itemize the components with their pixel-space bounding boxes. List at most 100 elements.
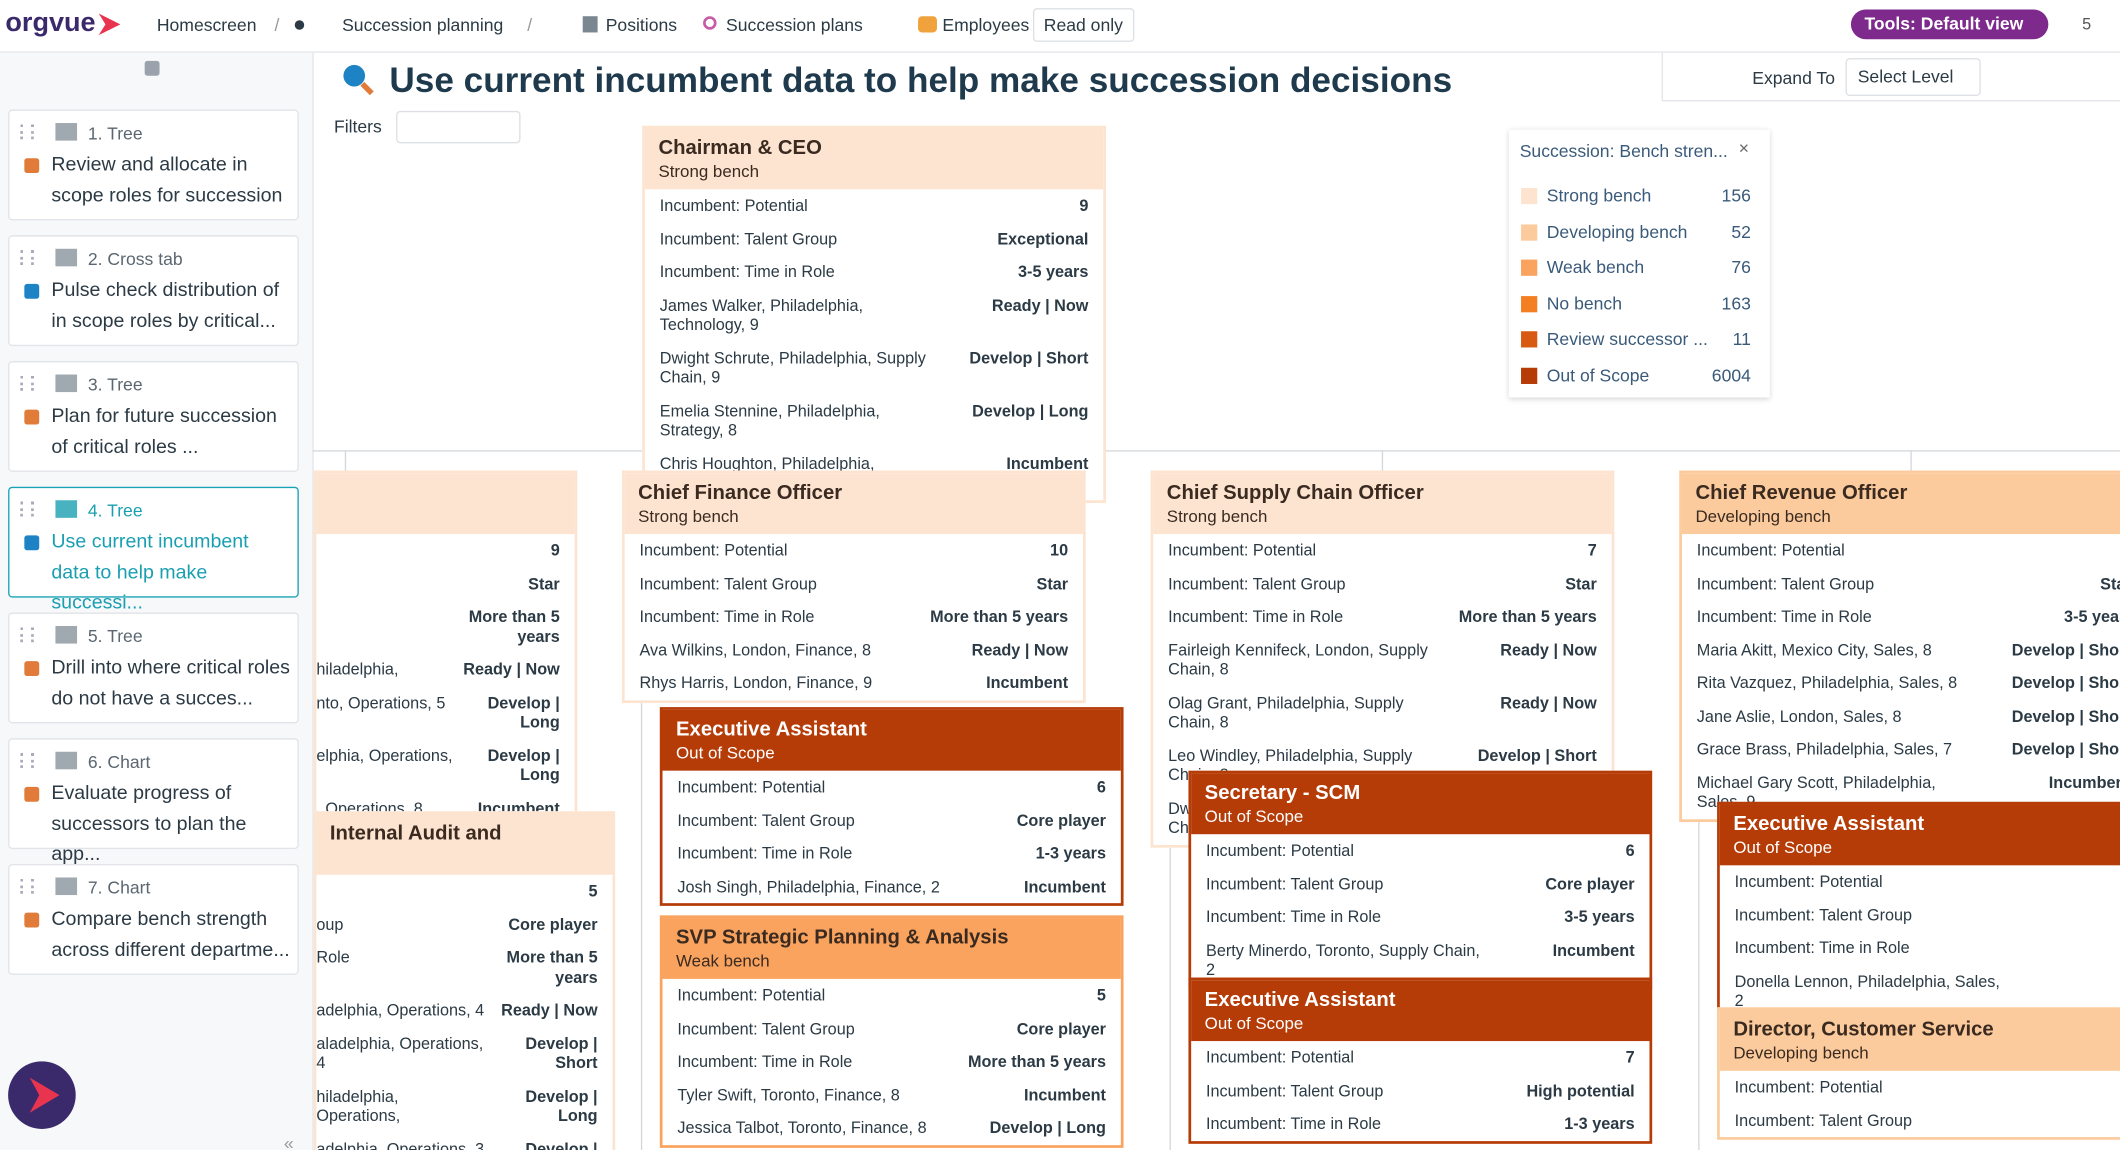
row-label: Incumbent: Potential bbox=[1206, 840, 1354, 860]
row-value: Ready | Now bbox=[1500, 640, 1597, 660]
position-card[interactable]: Executive Assistant Out of Scope Incumbent… bbox=[1188, 977, 1653, 1144]
card-header: Chief Finance Officer Strong bench bbox=[624, 473, 1083, 535]
connector bbox=[1169, 755, 1171, 1150]
position-card[interactable]: Chairman & CEO Strong bench Incumbent: Pot… bbox=[642, 125, 1106, 503]
legend-item[interactable]: Review successor ... 11 bbox=[1521, 329, 1751, 353]
legend-item[interactable]: No bench 163 bbox=[1521, 293, 1751, 317]
position-card[interactable]: Secretary - SCM Out of Scope Incumbent: Po… bbox=[1188, 770, 1653, 990]
row-label: Dwight Schrute, Philadelphia, Supply Cha… bbox=[659, 348, 926, 387]
separator: / bbox=[527, 14, 533, 36]
item-text: Pulse check distribution of in scope rol… bbox=[51, 279, 280, 332]
row-label: Berty Minerdo, Toronto, Supply Chain, 2 bbox=[1206, 940, 1480, 979]
drag-handle bbox=[20, 878, 34, 894]
item-label: 7. Chart bbox=[87, 877, 151, 898]
row-value: Star bbox=[1565, 573, 1597, 593]
logo-mark bbox=[98, 13, 121, 36]
card-row: Incumbent: Potential bbox=[1682, 534, 2120, 567]
legend-count: 163 bbox=[1721, 292, 1751, 313]
legend-swatch bbox=[1521, 367, 1538, 384]
crumb[interactable]: Positions bbox=[605, 14, 678, 36]
logo[interactable]: orgvue bbox=[5, 8, 96, 38]
sidebar-item[interactable]: 6. Chart Evaluate progress of successors … bbox=[8, 738, 299, 865]
row-label: Olag Grant, Philadelphia, Supply Chain, … bbox=[1168, 692, 1404, 732]
position-card[interactable]: Chief Revenue Officer Developing bench Inc… bbox=[1679, 470, 2120, 822]
page-title: Use current incumbent data to help make … bbox=[389, 59, 1453, 101]
item-text: Plan for future succession of critical r… bbox=[51, 405, 277, 458]
crumb[interactable]: Succession planning bbox=[342, 14, 504, 36]
row-value: 5 bbox=[1096, 985, 1106, 1005]
row-label: Incumbent: Talent Group bbox=[677, 1018, 855, 1038]
card-row: Incumbent: Talent Group High potential bbox=[1191, 1074, 1649, 1107]
row-label: Emelia Stennine, Philadelphia, Strategy,… bbox=[659, 400, 880, 440]
row-label: Incumbent: Talent Group bbox=[1206, 1080, 1384, 1100]
legend-count: 156 bbox=[1721, 185, 1751, 206]
card-row: adelphia, Operations, 3 Develop | Long bbox=[316, 1132, 612, 1150]
card-row: Ava Wilkins, London, Finance, 8 Ready | N… bbox=[625, 633, 1083, 666]
row-value: 3-5 years bbox=[1018, 262, 1089, 282]
row-label: Incumbent: Time in Role bbox=[639, 607, 815, 626]
crumb[interactable]: Homescreen bbox=[156, 14, 257, 36]
row-value: Ready | Now bbox=[1500, 692, 1597, 712]
close-button[interactable]: × bbox=[1738, 137, 1749, 159]
card-row: elphia, Operations, Develop | Long bbox=[316, 739, 574, 792]
dot bbox=[294, 20, 305, 30]
user-count[interactable]: 5 bbox=[2082, 14, 2092, 34]
legend-item[interactable]: Strong bench 156 bbox=[1521, 185, 1751, 209]
row-value: Ready | Now bbox=[463, 659, 560, 679]
card-subtitle: Weak bench bbox=[676, 951, 770, 971]
level-select[interactable]: Select Level bbox=[1845, 58, 1981, 96]
view-icon bbox=[55, 248, 78, 267]
row-value: Ready | Now bbox=[501, 1000, 598, 1020]
card-row: More than 5 years bbox=[316, 600, 574, 653]
filter-chips[interactable] bbox=[396, 110, 521, 144]
row-value: More than 5 years bbox=[967, 1051, 1106, 1071]
legend-item[interactable]: Weak bench 76 bbox=[1521, 257, 1751, 281]
legend-swatch bbox=[1521, 259, 1538, 276]
position-card[interactable]: Executive Assistant Out of Scope Incumbent… bbox=[659, 707, 1124, 906]
legend-item[interactable]: Out of Scope 6004 bbox=[1521, 364, 1751, 388]
connector bbox=[312, 450, 2120, 452]
row-label: Incumbent: Potential bbox=[677, 985, 826, 1005]
crumb[interactable]: Succession plans bbox=[726, 14, 863, 36]
row-label: Ava Wilkins, London, Finance, 8 bbox=[639, 640, 872, 660]
tools-button[interactable]: Tools: Default view bbox=[1850, 9, 2049, 40]
add-button[interactable] bbox=[144, 60, 160, 76]
avatar[interactable] bbox=[8, 1061, 76, 1129]
row-value: 5 bbox=[588, 881, 598, 901]
row-label: Incumbent: Time in Role bbox=[1168, 607, 1344, 626]
row-value: Sta bbox=[2100, 573, 2120, 593]
sidebar-item[interactable]: 3. Tree Plan for future succession of cri… bbox=[8, 360, 299, 472]
row-label: Incumbent: Time in Role bbox=[677, 1051, 853, 1071]
row-label: Role bbox=[316, 947, 350, 967]
position-card[interactable]: Internal Audit and 5 oup Core player Role Mor… bbox=[313, 811, 616, 1150]
item-label: 6. Chart bbox=[87, 751, 151, 773]
legend-count: 52 bbox=[1731, 221, 1751, 242]
sidebar-item[interactable]: 4. Tree Use current incumbent data to hel… bbox=[8, 486, 299, 614]
position-card[interactable]: 9 Star More than 5 years hiladelphia, Ready … bbox=[313, 470, 578, 828]
sidebar-item[interactable]: 7. Chart Compare bench strength across di… bbox=[8, 863, 299, 975]
row-label: adelphia, Operations, 4 bbox=[316, 1000, 485, 1020]
collapse[interactable]: « bbox=[283, 1133, 294, 1150]
sidebar-item[interactable]: 5. Tree Drill into where critical roles d… bbox=[8, 612, 299, 724]
card-row: Incumbent: Time in Role 3-5 year bbox=[1682, 600, 2120, 633]
sidebar-item[interactable]: 1. Tree Review and allocate in scope role… bbox=[8, 109, 299, 221]
item-icon bbox=[24, 409, 40, 425]
card-header: Executive Assistant Out of Scope bbox=[1191, 980, 1650, 1042]
row-value: Develop | Short bbox=[1477, 745, 1597, 765]
position-card[interactable]: Chief Finance Officer Strong bench Incumbe… bbox=[621, 470, 1086, 703]
legend-swatch bbox=[1521, 295, 1538, 312]
position-card[interactable]: Director, Customer Service Developing ben… bbox=[1717, 1007, 2120, 1140]
card-row: Grace Brass, Philadelphia, Sales, 7 Devel… bbox=[1682, 733, 2120, 766]
row-label: hiladelphia, Operations, bbox=[316, 1086, 401, 1125]
sidebar-item[interactable]: 2. Cross tab Pulse check distribution of … bbox=[8, 235, 299, 347]
row-label: Incumbent: Potential bbox=[1734, 1077, 1883, 1097]
card-subtitle: Out of Scope bbox=[1204, 1014, 1304, 1033]
position-card[interactable]: Executive Assistant Out of Scope Incumbent… bbox=[1717, 801, 2120, 1021]
card-subtitle: Developing bench bbox=[1695, 507, 1831, 526]
card-header: Chief Revenue Officer Developing bench bbox=[1681, 473, 2120, 535]
row-value: Incumbent bbox=[1552, 940, 1635, 960]
crumb[interactable]: Employees bbox=[942, 14, 1030, 36]
position-card[interactable]: SVP Strategic Planning & Analysis Weak be… bbox=[659, 915, 1124, 1148]
legend-item[interactable]: Developing bench 52 bbox=[1521, 221, 1751, 245]
row-value: Core player bbox=[1016, 810, 1106, 830]
